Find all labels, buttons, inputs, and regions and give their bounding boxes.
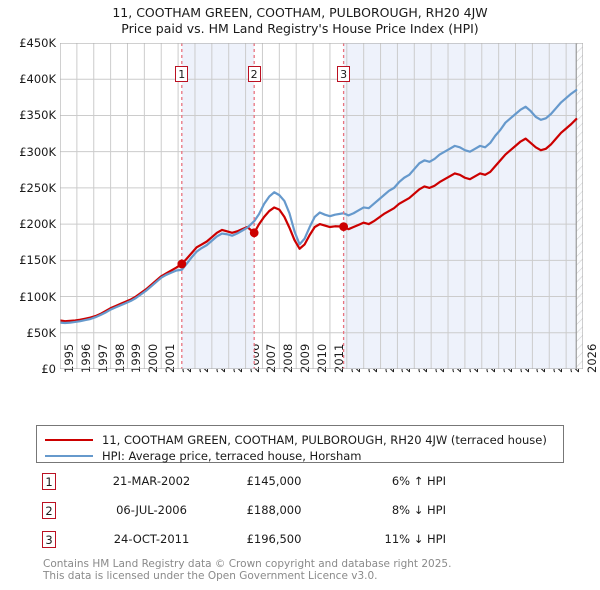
y-axis-tick-label: £300K <box>19 144 56 159</box>
chart-shaded-band <box>343 43 583 369</box>
table-row[interactable]: 3 24-OCT-2011 £196,500 11% ↓ HPI <box>36 528 466 557</box>
x-axis-tick-label: 2026 <box>585 343 599 373</box>
transaction-index-badge: 1 <box>42 473 56 490</box>
chart-legend: 11, COOTHAM GREEN, COOTHAM, PULBOROUGH, … <box>36 425 564 463</box>
page-title: 11, COOTHAM GREEN, COOTHAM, PULBOROUGH, … <box>112 5 488 20</box>
transaction-hpi-delta: 6% ↑ HPI <box>391 474 446 488</box>
legend-color-swatch <box>45 455 93 457</box>
transaction-date: 21-MAR-2002 <box>112 474 191 488</box>
legend-color-swatch <box>45 439 93 441</box>
transaction-point <box>177 259 187 269</box>
legend-item: 11, COOTHAM GREEN, COOTHAM, PULBOROUGH, … <box>45 432 547 448</box>
footer-line-1: Contains HM Land Registry data © Crown c… <box>43 558 452 570</box>
footer-attribution: Contains HM Land Registry data © Crown c… <box>43 558 583 582</box>
y-axis-tick-label: £250K <box>19 180 56 195</box>
chart-marker-3[interactable]: 3 <box>337 66 351 82</box>
chart-svg <box>60 43 583 369</box>
chart-titles: 11, COOTHAM GREEN, COOTHAM, PULBOROUGH, … <box>0 0 600 37</box>
transaction-price: £196,500 <box>246 532 302 546</box>
y-axis-tick-label: £350K <box>19 108 56 123</box>
transaction-date: 06-JUL-2006 <box>116 503 187 517</box>
y-axis-tick-label: £200K <box>19 217 56 232</box>
chart-marker-1[interactable]: 1 <box>175 66 189 82</box>
series-line <box>60 88 578 325</box>
legend-item: HPI: Average price, terraced house, Hors… <box>45 448 362 464</box>
transaction-hpi-delta: 11% ↓ HPI <box>384 532 446 546</box>
series-line <box>60 117 578 323</box>
transaction-index-badge: 2 <box>42 502 56 519</box>
table-row[interactable]: 1 21-MAR-2002 £145,000 6% ↑ HPI <box>36 470 466 499</box>
transaction-date: 24-OCT-2011 <box>113 532 190 546</box>
legend-label: HPI: Average price, terraced house, Hors… <box>102 449 362 463</box>
chart-marker-2[interactable]: 2 <box>247 66 261 82</box>
transaction-price: £188,000 <box>246 503 302 517</box>
transaction-hpi-delta: 8% ↓ HPI <box>391 503 446 517</box>
table-row[interactable]: 2 06-JUL-2006 £188,000 8% ↓ HPI <box>36 499 466 528</box>
transaction-price: £145,000 <box>246 474 302 488</box>
y-axis-tick-label: £150K <box>19 253 56 268</box>
legend-label: 11, COOTHAM GREEN, COOTHAM, PULBOROUGH, … <box>102 433 547 447</box>
transaction-index-badge: 3 <box>42 531 56 548</box>
y-axis-tick-label: £450K <box>19 36 56 50</box>
transaction-point <box>249 228 259 238</box>
y-axis-tick-label: £0 <box>41 362 56 376</box>
footer-line-2: This data is licensed under the Open Gov… <box>43 570 378 582</box>
transaction-point <box>339 222 349 232</box>
y-axis-tick-label: £50K <box>26 325 57 340</box>
chart-plot-area[interactable] <box>60 43 583 369</box>
page-subtitle: Price paid vs. HM Land Registry's House … <box>121 21 479 36</box>
y-axis-tick-label: £100K <box>19 289 56 304</box>
y-axis-tick-label: £400K <box>19 72 56 87</box>
chart-shaded-band <box>181 43 255 369</box>
transactions-table: 1 21-MAR-2002 £145,000 6% ↑ HPI 2 06-JUL-2006… <box>36 470 466 557</box>
